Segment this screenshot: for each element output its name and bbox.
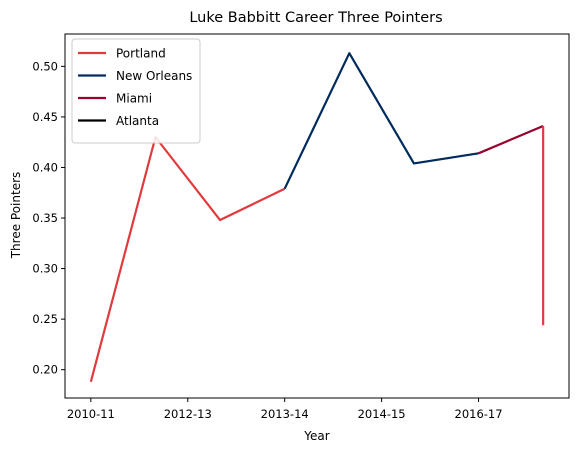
- x-tick-label: 2014-15: [358, 407, 406, 421]
- legend-label-miami: Miami: [116, 92, 152, 106]
- legend-label-atlanta: Atlanta: [116, 114, 159, 128]
- x-tick-label: 2016-17: [455, 407, 503, 421]
- chart-title: Luke Babbitt Career Three Pointers: [189, 10, 442, 26]
- series-layer: [89, 52, 545, 383]
- x-tick-label: 2012-13: [164, 407, 212, 421]
- legend-box: [71, 38, 201, 144]
- series-line-portland-0: [89, 136, 286, 383]
- y-tick-label: 0.35: [32, 211, 58, 225]
- x-axis-label: Year: [303, 429, 329, 443]
- legend: Portland New Orleans Miami Atlanta: [71, 38, 201, 144]
- x-tick-label: 2010-11: [67, 407, 115, 421]
- legend-label-new-orleans: New Orleans: [116, 69, 192, 83]
- y-tick-label: 0.25: [32, 312, 58, 326]
- y-tick-label: 0.40: [32, 160, 58, 174]
- y-tick-label: 0.30: [32, 262, 58, 276]
- legend-label-portland: Portland: [116, 47, 166, 61]
- y-tick-label: 0.50: [32, 59, 58, 73]
- y-axis-label: Three Pointers: [9, 172, 23, 260]
- axes-layer: 0.20 0.25 0.30 0.35 0.40 0.45 0.50 2010-11 2012-…: [32, 33, 570, 421]
- y-tick-label: 0.20: [32, 363, 58, 377]
- y-tick-label: 0.45: [32, 110, 58, 124]
- series-line-miami-2: [478, 124, 544, 155]
- plot-frame: [64, 33, 570, 399]
- x-tick-label: 2013-14: [261, 407, 309, 421]
- series-line-new-orleans-1: [283, 52, 479, 190]
